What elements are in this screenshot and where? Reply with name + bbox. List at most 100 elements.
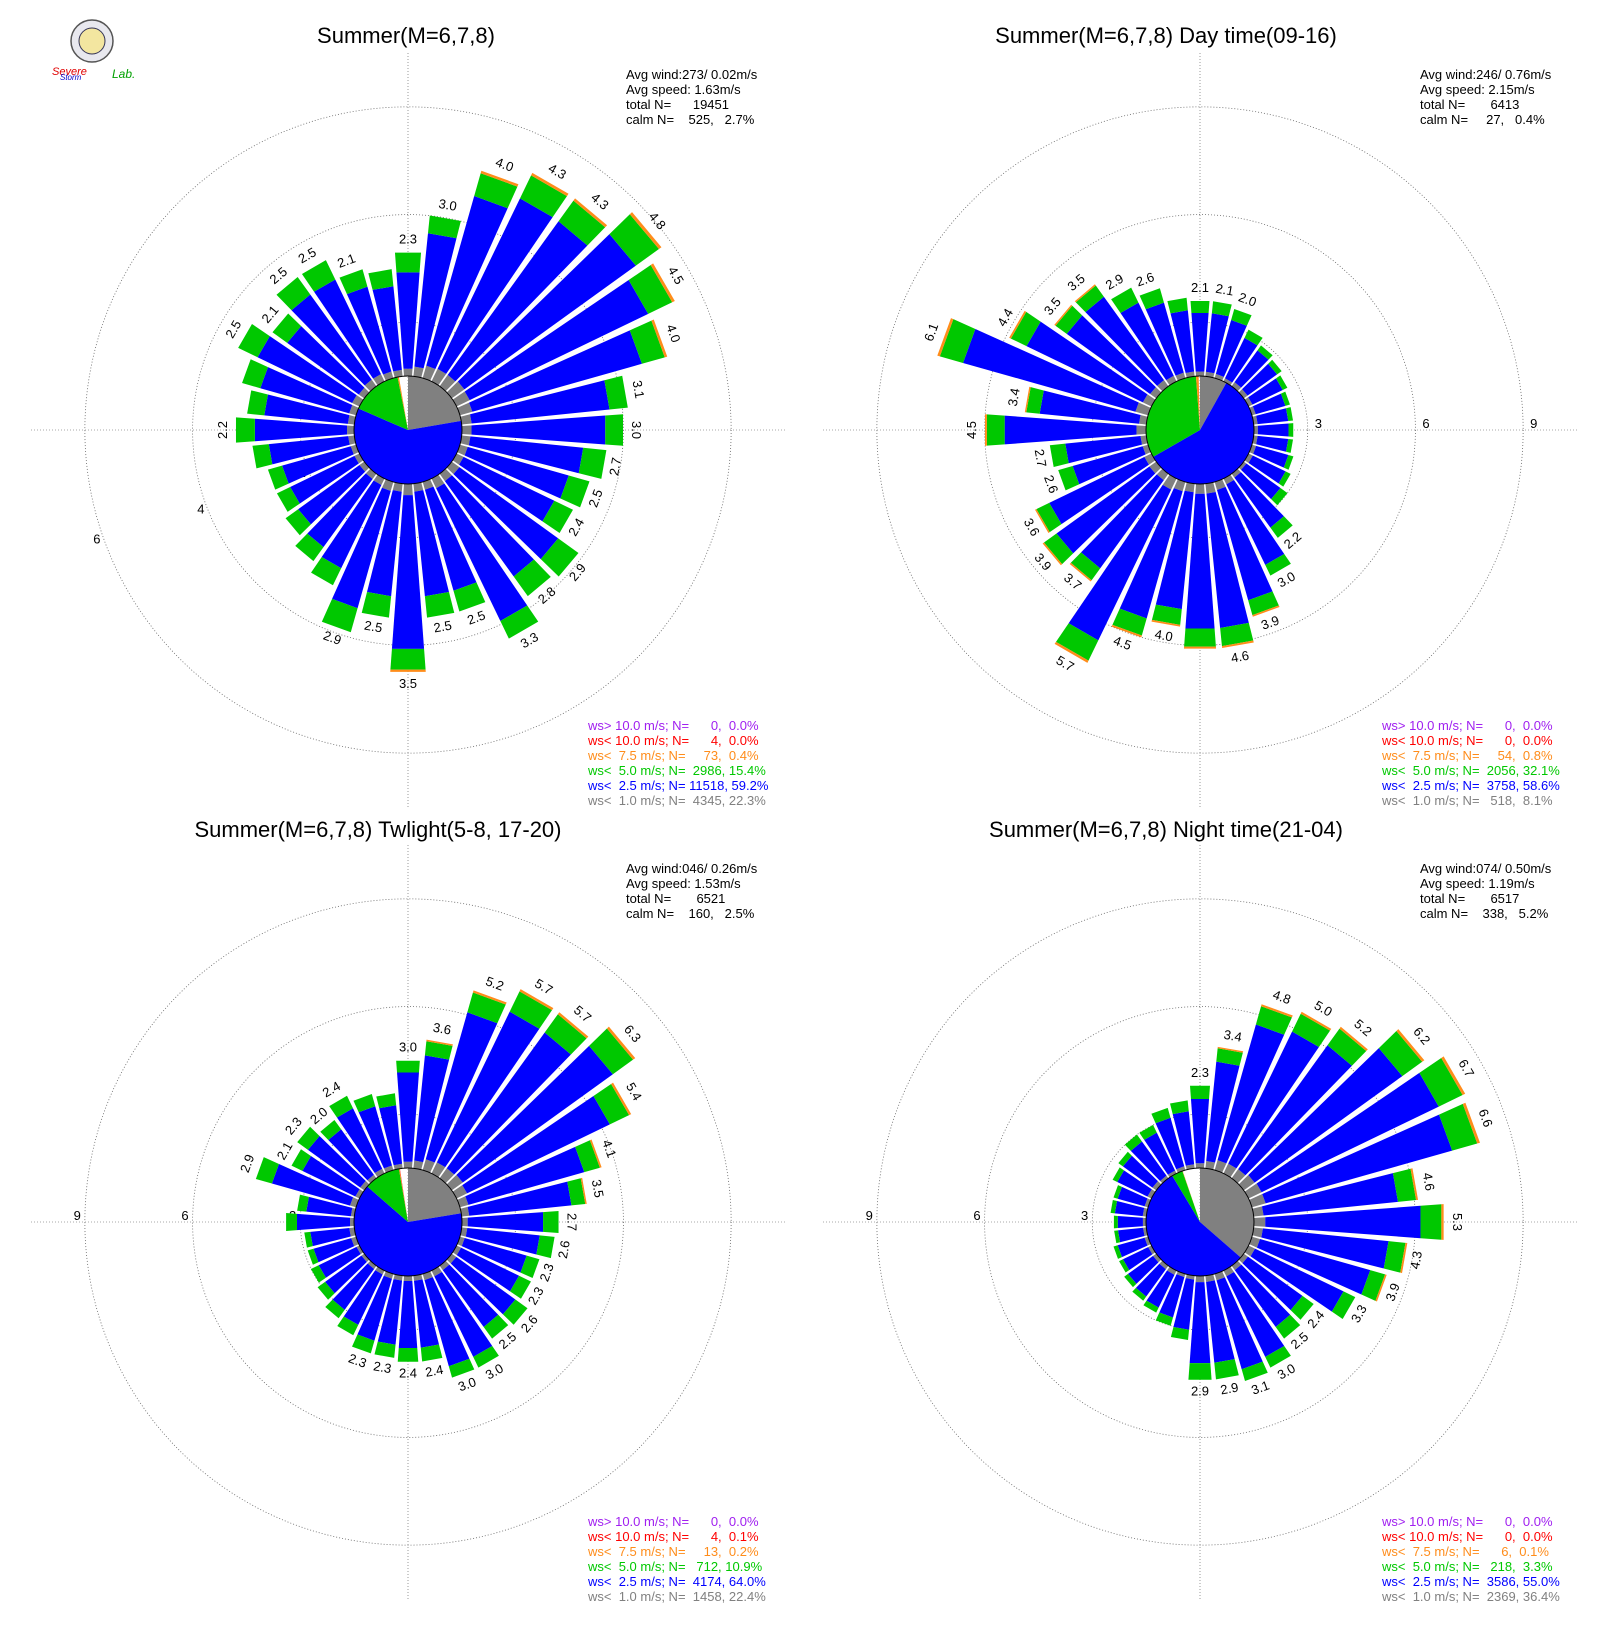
bar-170-lt2_5 bbox=[1206, 1280, 1235, 1363]
bar-20-lt1 bbox=[1214, 1160, 1227, 1173]
bar-70-lt1 bbox=[1249, 406, 1256, 416]
bar-10-lt7_5 bbox=[426, 1039, 453, 1046]
bar-330-lt5 bbox=[1111, 287, 1139, 313]
bar-20-lt1 bbox=[422, 1159, 435, 1173]
bar-320-lt2_5 bbox=[291, 294, 372, 386]
bar-300-lt5 bbox=[238, 323, 270, 358]
bar-250-lt5 bbox=[307, 1248, 319, 1265]
bar-label-250: 2.6 bbox=[1041, 473, 1061, 495]
bar-100-lt5 bbox=[1383, 1241, 1406, 1273]
bar-label-310: 2.3 bbox=[282, 1114, 305, 1137]
bar-60-lt1 bbox=[1244, 1183, 1262, 1199]
bar-label-330: 2.4 bbox=[320, 1078, 343, 1100]
bar-0-lt5 bbox=[1190, 300, 1210, 313]
bar-30-lt1 bbox=[431, 1162, 446, 1178]
bar-220-lt5 bbox=[1070, 552, 1101, 581]
bar-label-20: 4.0 bbox=[494, 154, 516, 174]
bar-label-310: 2.1 bbox=[258, 302, 281, 325]
bar-label-60: 6.7 bbox=[1455, 1057, 1477, 1080]
bar-150-lt1 bbox=[431, 474, 445, 489]
lab-logo: Severe Storm Lab. bbox=[52, 19, 135, 82]
bar-50-lt1 bbox=[446, 1174, 463, 1191]
bar-300-lt1 bbox=[1142, 394, 1156, 407]
bar-350-lt5 bbox=[1167, 297, 1188, 314]
legend-lt10: ws< 10.0 m/s; N= 0, 0.0% bbox=[1381, 733, 1553, 748]
bar-label-100: 2.7 bbox=[606, 456, 624, 476]
bar-200-lt2_5 bbox=[357, 1275, 392, 1341]
bar-160-lt5 bbox=[1241, 1361, 1268, 1382]
bar-110-lt1 bbox=[1249, 444, 1257, 454]
bar-290-lt1 bbox=[1135, 402, 1151, 416]
bar-230-lt5 bbox=[317, 1281, 335, 1300]
bar-160-lt2_5 bbox=[1216, 1277, 1263, 1370]
bar-100-lt5 bbox=[578, 447, 607, 479]
bar-350-lt5 bbox=[368, 269, 394, 290]
bar-200-lt5 bbox=[352, 1334, 375, 1354]
bar-290-lt5 bbox=[1113, 1185, 1122, 1199]
bar-130-lt5 bbox=[1271, 488, 1288, 506]
ring-9 bbox=[876, 106, 1524, 754]
bar-150-lt5 bbox=[1265, 553, 1291, 576]
bar-label-0: 2.3 bbox=[1191, 1065, 1209, 1080]
ring-label: 6 bbox=[973, 1208, 980, 1223]
bar-350-lt2_5 bbox=[372, 286, 402, 372]
bar-340-lt2_5 bbox=[358, 1106, 393, 1169]
bar-50-lt7_5 bbox=[629, 212, 662, 250]
stat-total-n: total N= 6413 bbox=[1420, 97, 1519, 112]
bar-10-lt1 bbox=[1205, 1160, 1216, 1170]
bar-label-70: 6.6 bbox=[1476, 1107, 1496, 1129]
bar-label-160: 3.9 bbox=[1259, 612, 1281, 632]
bar-label-120: 2.4 bbox=[565, 516, 587, 539]
bar-210-lt2_5 bbox=[321, 480, 382, 569]
bar-280-lt2_5 bbox=[306, 1196, 353, 1217]
bar-320-lt1 bbox=[1160, 1175, 1169, 1184]
bar-310-lt2_5 bbox=[287, 326, 365, 395]
bar-40-lt2_5 bbox=[447, 221, 588, 382]
bar-160-lt7_5 bbox=[1252, 605, 1280, 617]
bar-340-lt2_5 bbox=[1155, 1117, 1185, 1170]
bar-230-lt1 bbox=[361, 1253, 370, 1263]
bar-310-lt2_5 bbox=[307, 1135, 366, 1188]
bar-80-lt1 bbox=[460, 1206, 470, 1217]
bar-80-lt1 bbox=[460, 414, 472, 425]
bar-20-lt7_5 bbox=[1261, 1004, 1293, 1018]
bar-140-lt5 bbox=[513, 559, 551, 597]
ring-label: 6 bbox=[93, 531, 100, 546]
bar-140-lt2_5 bbox=[442, 1264, 499, 1327]
bar-130-lt1 bbox=[446, 1253, 457, 1264]
bar-label-320: 2.5 bbox=[267, 264, 290, 287]
ring-6 bbox=[984, 214, 1416, 646]
bar-210-lt2_5 bbox=[1068, 484, 1172, 641]
stat-total-n: total N= 6521 bbox=[626, 891, 725, 906]
bar-40-lt7_5 bbox=[573, 198, 608, 228]
bar-40-lt7_5 bbox=[557, 1012, 589, 1039]
wind-rose-panel-summer-twilight: Summer(M=6,7,8) Twlight(5-8, 17-20) Avg … bbox=[31, 817, 785, 1604]
speed-legend: ws> 10.0 m/s; N= 0, 0.0% ws< 10.0 m/s; N… bbox=[587, 1514, 766, 1604]
bar-label-180: 2.9 bbox=[1191, 1384, 1209, 1399]
bar-280-lt5 bbox=[247, 390, 268, 416]
bar-10-lt2_5 bbox=[1206, 1061, 1240, 1163]
bar-270-lt1 bbox=[347, 425, 355, 435]
ring-label: 4 bbox=[197, 502, 204, 517]
legend-lt5: ws< 5.0 m/s; N= 2986, 15.4% bbox=[587, 763, 766, 778]
bar-140-lt1 bbox=[1231, 1260, 1242, 1271]
bar-50-lt1 bbox=[446, 381, 465, 399]
bar-140-lt5 bbox=[1270, 516, 1293, 538]
calm-slice-lt7_5 bbox=[398, 1168, 408, 1222]
bar-70-lt7_5 bbox=[1462, 1102, 1480, 1144]
calm-slice-lt2_5 bbox=[1146, 1175, 1241, 1276]
legend-gt10: ws> 10.0 m/s; N= 0, 0.0% bbox=[587, 1514, 759, 1529]
bar-340-lt1 bbox=[1176, 1166, 1186, 1173]
bar-210-lt1 bbox=[375, 1266, 385, 1275]
bar-190-lt2_5 bbox=[377, 1279, 403, 1345]
bar-230-lt2_5 bbox=[1128, 1255, 1159, 1284]
bar-120-lt1 bbox=[452, 1245, 462, 1256]
bar-label-140: 2.8 bbox=[535, 584, 558, 607]
bar-310-lt2_5 bbox=[1066, 315, 1156, 395]
bar-label-0: 2.3 bbox=[399, 232, 417, 247]
bar-0-lt5 bbox=[396, 1060, 420, 1073]
bar-290-lt2_5 bbox=[963, 329, 1139, 412]
bar-label-340: 2.1 bbox=[335, 251, 357, 271]
bar-310-lt1 bbox=[360, 1180, 370, 1191]
stat-calm-n: calm N= 338, 5.2% bbox=[1420, 906, 1549, 921]
